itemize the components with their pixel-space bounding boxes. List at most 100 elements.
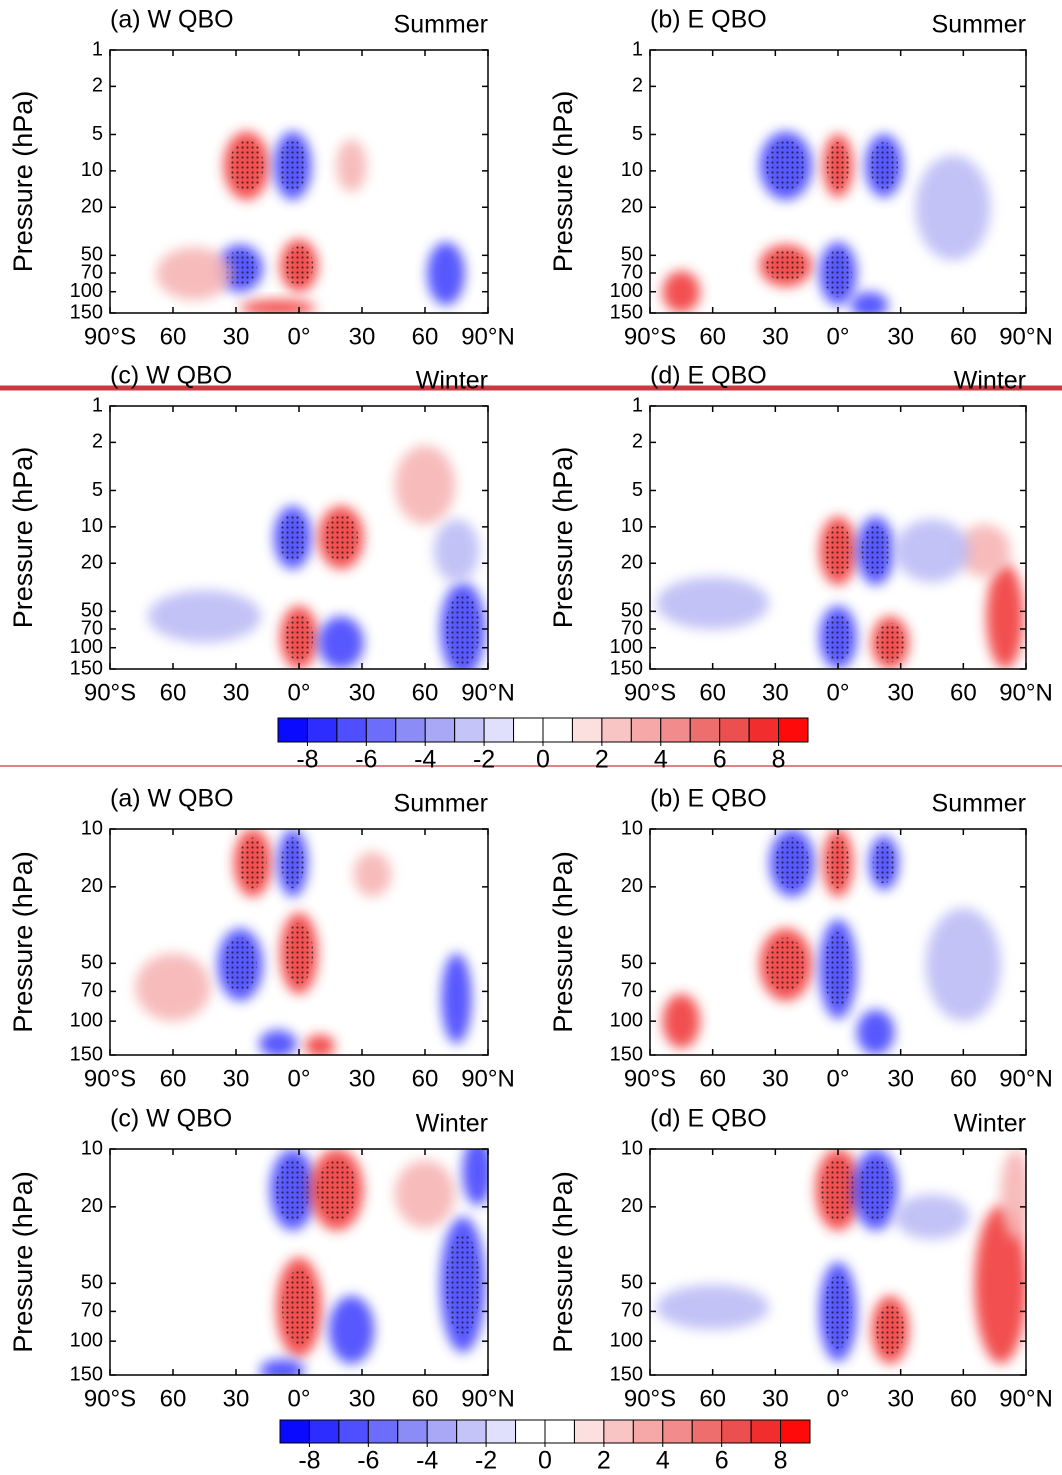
shading bbox=[433, 519, 480, 583]
x-tick-label: 30 bbox=[349, 323, 376, 350]
y-tick-label: 1 bbox=[632, 394, 643, 416]
colorbar-label: 4 bbox=[656, 1447, 670, 1475]
y-axis-label: Pressure (hPa) bbox=[8, 91, 38, 273]
y-tick-label: 70 bbox=[621, 1300, 643, 1322]
colorbar-box bbox=[395, 717, 426, 743]
stipple bbox=[823, 525, 853, 577]
stipple bbox=[823, 1274, 853, 1350]
x-tick-label: 30 bbox=[887, 679, 914, 706]
season-label: Summer bbox=[932, 11, 1026, 39]
shading bbox=[353, 851, 392, 897]
stipple bbox=[826, 142, 850, 190]
shading bbox=[656, 1284, 770, 1330]
x-tick-label: 90°N bbox=[461, 1065, 515, 1092]
x-tick-label: 90°N bbox=[461, 323, 515, 350]
colorbar-box bbox=[542, 717, 573, 743]
x-tick-label: 90°S bbox=[624, 1385, 676, 1412]
colorbar-box bbox=[571, 717, 603, 743]
x-tick-label: 60 bbox=[160, 1385, 187, 1412]
panel-title: (d) E QBO bbox=[650, 1105, 767, 1133]
y-tick-label: 50 bbox=[81, 952, 103, 974]
stipple bbox=[766, 140, 806, 192]
x-tick-label: 0° bbox=[827, 1065, 850, 1092]
y-tick-label: 70 bbox=[621, 617, 643, 639]
shading bbox=[894, 519, 970, 583]
shading bbox=[986, 563, 1024, 669]
colorbar-box bbox=[603, 1419, 634, 1444]
x-tick-label: 60 bbox=[412, 323, 439, 350]
y-tick-label: 50 bbox=[81, 600, 103, 622]
stipple bbox=[223, 937, 258, 992]
panel-title: (b) E QBO bbox=[650, 6, 767, 34]
colorbar-label: -8 bbox=[298, 1447, 320, 1475]
y-tick-label: 100 bbox=[610, 280, 643, 302]
shading bbox=[328, 1295, 375, 1364]
y-axis-label: Pressure (hPa) bbox=[548, 91, 578, 273]
x-tick-label: 30 bbox=[887, 1065, 914, 1092]
x-tick-label: 30 bbox=[223, 679, 250, 706]
colorbar-box bbox=[748, 717, 780, 743]
y-tick-label: 100 bbox=[70, 280, 103, 302]
x-tick-label: 30 bbox=[349, 1065, 376, 1092]
panel-title: (c) W QBO bbox=[110, 362, 232, 390]
stipple bbox=[284, 922, 314, 984]
x-tick-label: 0° bbox=[288, 1065, 311, 1092]
y-tick-label: 20 bbox=[621, 1195, 643, 1217]
contour-field bbox=[156, 131, 465, 313]
colorbar-box bbox=[365, 717, 397, 743]
contour-field bbox=[662, 131, 991, 313]
y-axis-label: Pressure (hPa) bbox=[8, 447, 38, 629]
x-tick-label: 60 bbox=[412, 1065, 439, 1092]
colorbar-label: -6 bbox=[355, 746, 377, 774]
x-tick-label: 0° bbox=[827, 1385, 850, 1412]
y-tick-label: 150 bbox=[610, 1043, 643, 1065]
y-tick-label: 150 bbox=[610, 301, 643, 323]
colorbar-box bbox=[456, 1419, 487, 1444]
x-tick-label: 60 bbox=[412, 1385, 439, 1412]
y-tick-label: 150 bbox=[70, 1043, 103, 1065]
y-tick-label: 50 bbox=[621, 952, 643, 974]
y-tick-label: 70 bbox=[81, 980, 103, 1002]
shading bbox=[662, 993, 701, 1049]
colorbar-label: -4 bbox=[416, 1447, 438, 1475]
shading bbox=[656, 576, 770, 630]
colorbar-box bbox=[573, 1419, 605, 1444]
colorbar-box bbox=[485, 1419, 517, 1444]
stipple bbox=[823, 613, 853, 662]
colorbar-box bbox=[308, 1419, 340, 1444]
colorbar-label: 4 bbox=[654, 746, 668, 774]
stipple bbox=[445, 594, 480, 666]
season-label: Winter bbox=[416, 1110, 488, 1138]
colorbar-label: -2 bbox=[475, 1447, 497, 1475]
y-tick-label: 100 bbox=[610, 636, 643, 658]
panel-title: (b) E QBO bbox=[650, 785, 767, 813]
x-tick-label: 60 bbox=[699, 1385, 726, 1412]
y-axis-label: Pressure (hPa) bbox=[548, 447, 578, 629]
y-tick-label: 50 bbox=[621, 244, 643, 266]
shading bbox=[427, 241, 465, 306]
x-tick-label: 30 bbox=[762, 323, 789, 350]
y-tick-label: 1 bbox=[92, 394, 103, 416]
shading bbox=[894, 1194, 970, 1240]
x-tick-label: 60 bbox=[950, 1385, 977, 1412]
y-tick-label: 10 bbox=[81, 515, 103, 537]
stipple bbox=[281, 837, 305, 889]
contour-field bbox=[259, 1149, 488, 1375]
shading bbox=[135, 953, 211, 1022]
y-tick-label: 5 bbox=[632, 123, 643, 145]
colorbar-box bbox=[513, 717, 544, 743]
shading bbox=[856, 1009, 895, 1055]
season-label: Summer bbox=[932, 790, 1026, 818]
x-tick-label: 90°N bbox=[461, 679, 515, 706]
season-label: Winter bbox=[954, 1110, 1026, 1138]
colorbar-label: 0 bbox=[538, 1447, 552, 1475]
stipple bbox=[323, 513, 359, 562]
stipple bbox=[861, 525, 890, 577]
y-tick-label: 100 bbox=[70, 636, 103, 658]
x-tick-label: 30 bbox=[223, 1065, 250, 1092]
x-tick-label: 30 bbox=[887, 323, 914, 350]
y-tick-label: 50 bbox=[621, 600, 643, 622]
y-tick-label: 50 bbox=[621, 1272, 643, 1294]
x-tick-label: 0° bbox=[827, 679, 850, 706]
colorbar-label: 8 bbox=[772, 746, 786, 774]
